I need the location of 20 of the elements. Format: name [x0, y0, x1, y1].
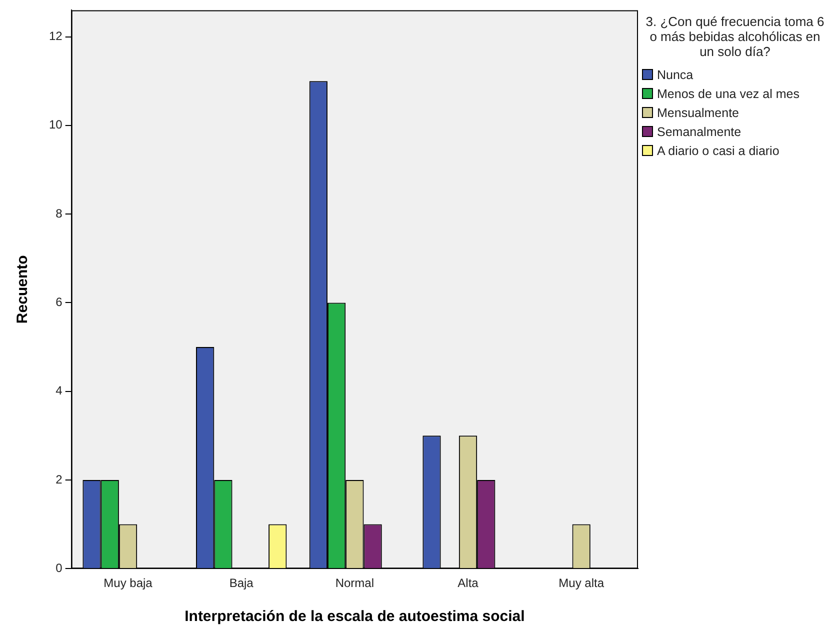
y-tick-label: 4 [56, 384, 63, 398]
y-axis-title: Recuento [14, 255, 32, 324]
x-tick-label: Alta [458, 576, 479, 590]
legend-label: A diario o casi a diario [657, 144, 780, 158]
y-tick-label: 6 [56, 295, 63, 310]
x-tick-label: Baja [229, 576, 254, 590]
x-tick-label: Normal [335, 576, 374, 590]
x-tick-label: Muy baja [104, 576, 153, 590]
legend-label: Semanalmente [657, 124, 742, 138]
y-tick-label: 0 [56, 560, 63, 575]
legend-title: 3. ¿Con qué frecuencia toma 6 o más bebidas alcohólicas en un solo día? [644, 14, 826, 59]
legend-label: Nunca [657, 68, 694, 82]
y-tick-label: 2 [56, 472, 63, 486]
y-tick-label: 10 [48, 118, 63, 132]
y-tick-label: 8 [56, 206, 63, 220]
y-tick-label: 12 [48, 29, 63, 44]
x-axis-title: Interpretación de la escala de autoestima social [184, 608, 525, 626]
legend-label: Menos de una vez al mes [657, 86, 800, 100]
x-tick-label: Muy alta [558, 576, 604, 590]
legend-label: Mensualmente [657, 106, 739, 120]
